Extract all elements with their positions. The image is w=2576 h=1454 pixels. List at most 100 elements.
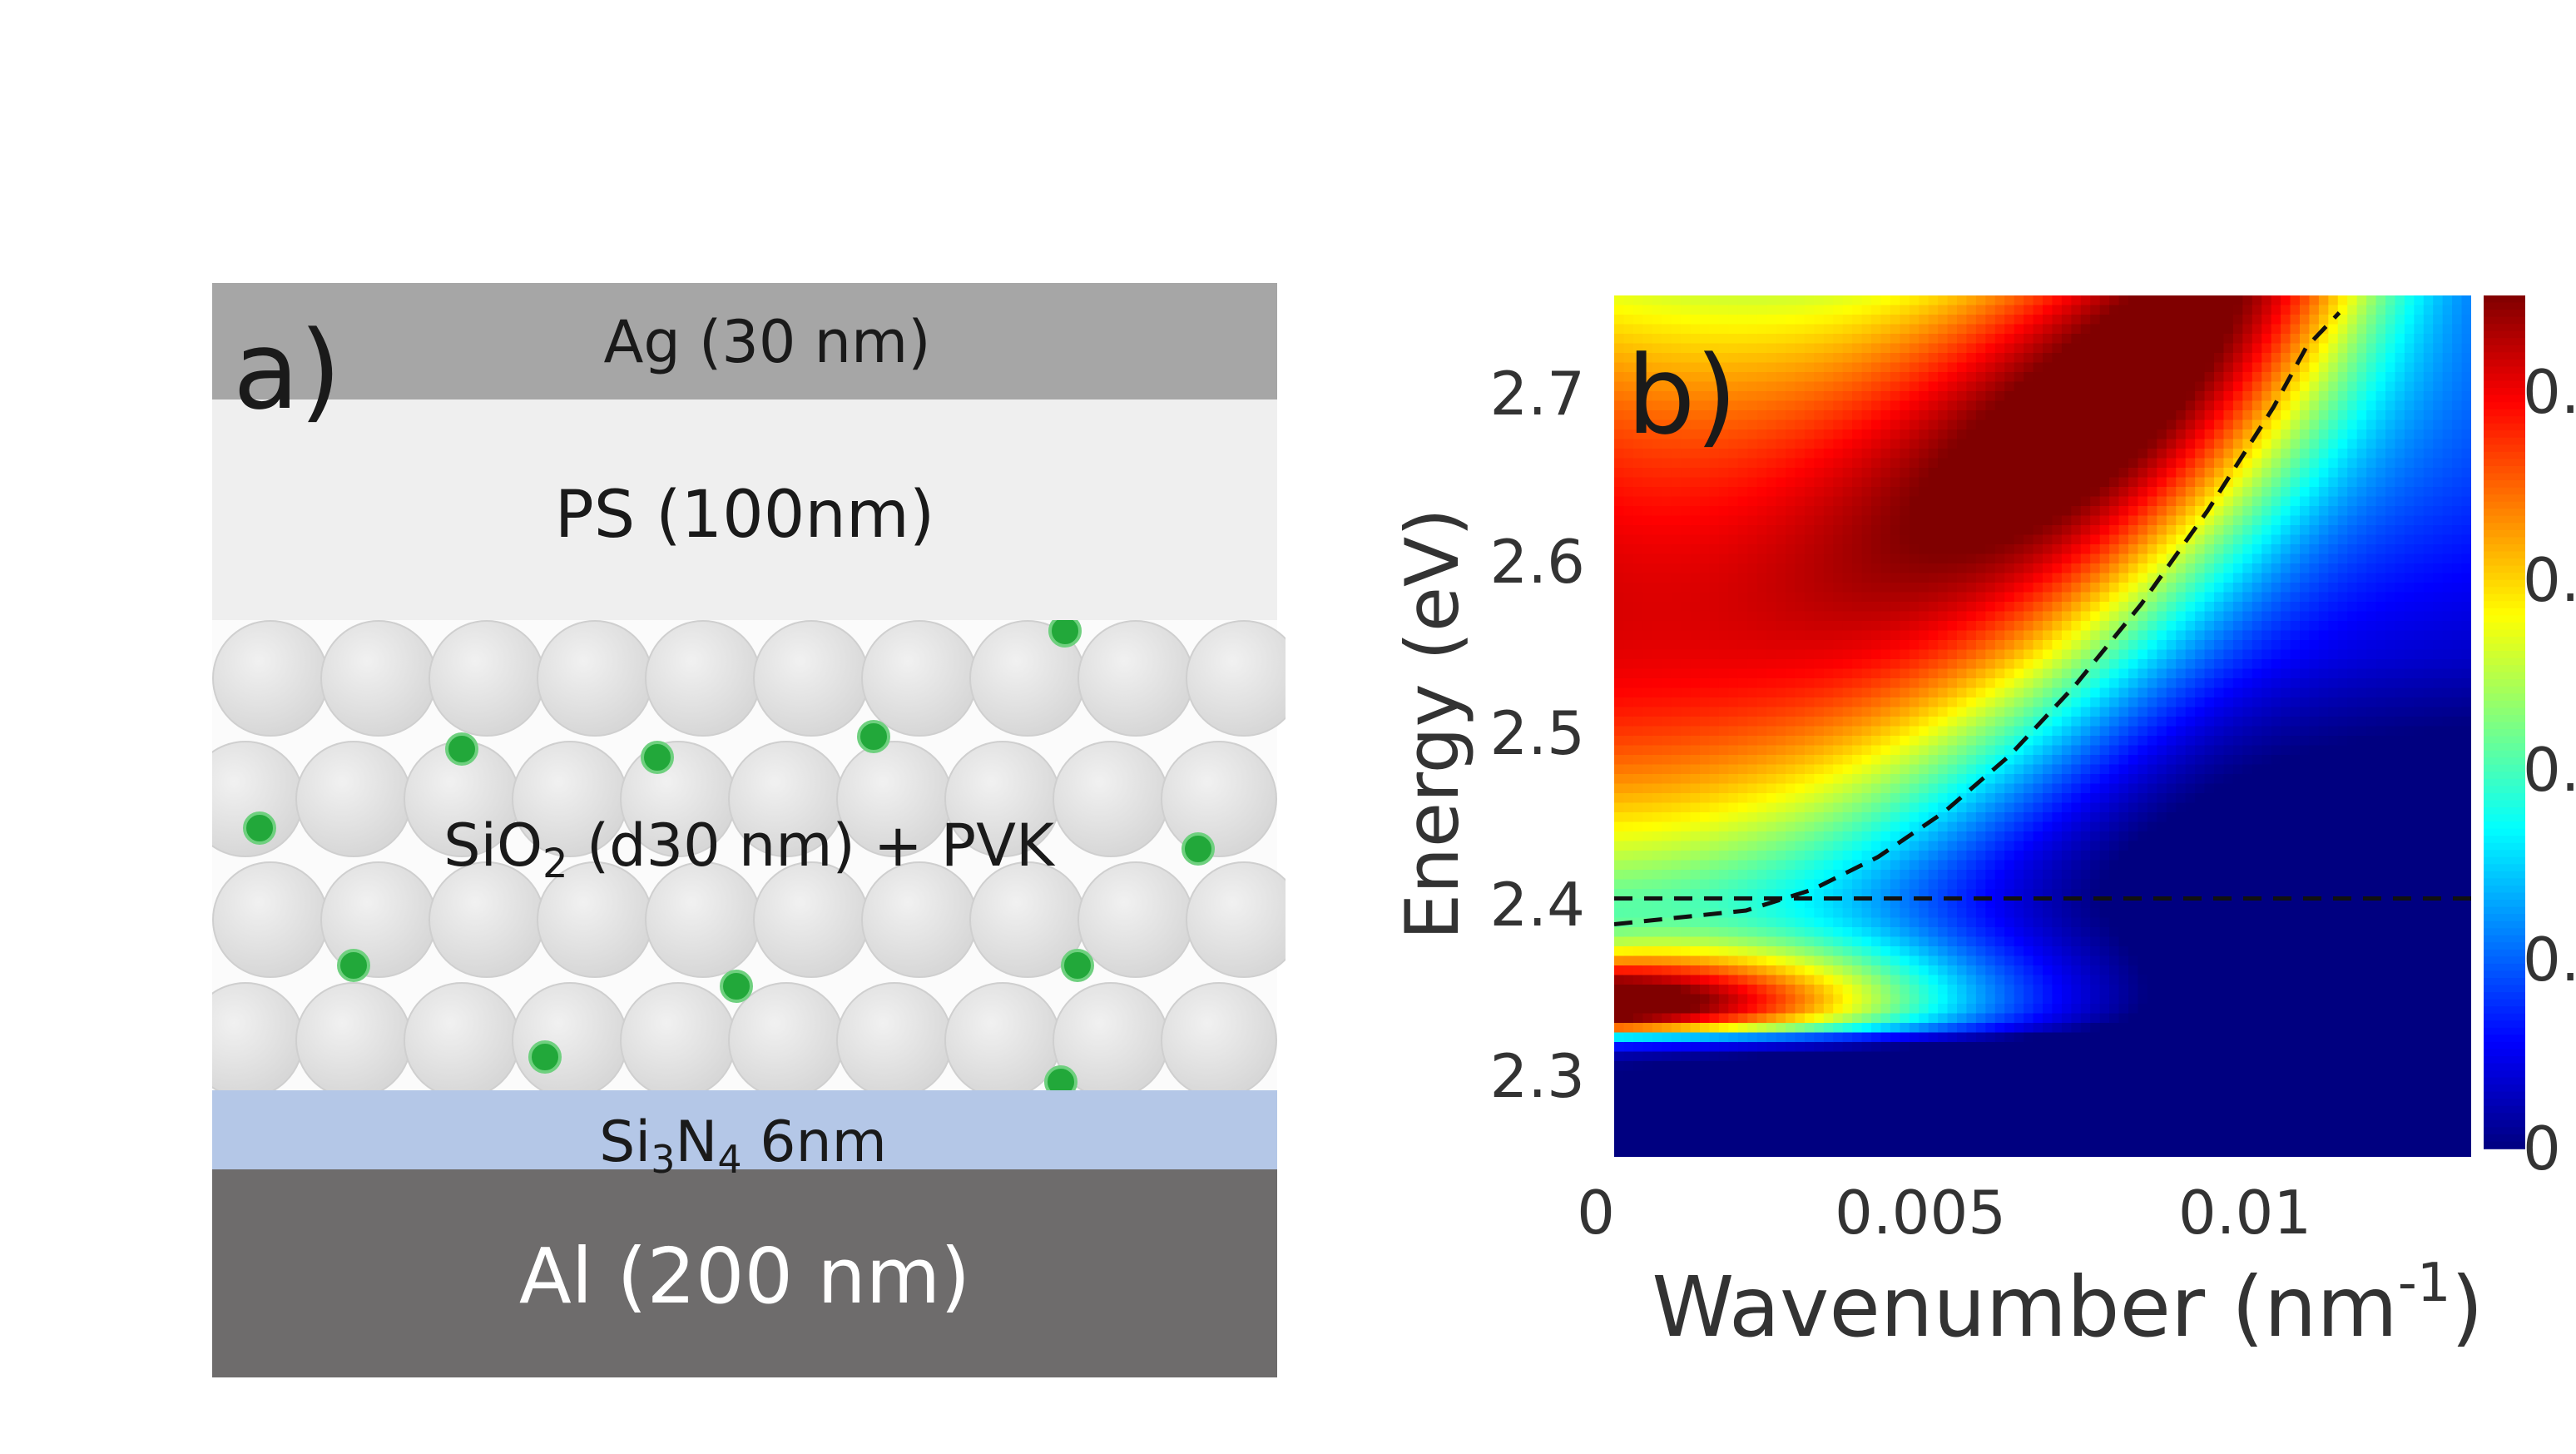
heatmap-cell (2004, 697, 2015, 708)
heatmap-cell (1909, 525, 1920, 536)
heatmap-cell (1814, 295, 1825, 306)
heatmap-cell (2004, 496, 2015, 507)
heatmap-cell (1623, 936, 1634, 947)
heatmap-cell (2090, 1128, 2101, 1139)
heatmap-cell (1928, 315, 1939, 325)
heatmap-cell (1642, 611, 1653, 622)
heatmap-cell (1919, 553, 1930, 564)
heatmap-cell (1938, 429, 1949, 440)
heatmap-cell (1880, 439, 1891, 449)
heatmap-cell (1938, 534, 1949, 545)
heatmap-cell (1632, 400, 1644, 411)
heatmap-cell (1614, 496, 1625, 507)
heatmap-cell (1900, 583, 1910, 593)
heatmap-cell (2090, 621, 2101, 632)
heatmap-cell (1804, 860, 1816, 871)
heatmap-cell (1909, 477, 1920, 488)
heatmap-cell (1909, 1109, 1920, 1119)
heatmap-cell (1690, 477, 1701, 488)
heatmap-cell (1614, 362, 1625, 373)
heatmap-cell (1919, 649, 1930, 660)
heatmap-cell (1690, 946, 1701, 957)
heatmap-cell (1795, 295, 1806, 306)
heatmap-cell (1700, 821, 1711, 832)
heatmap-cell (2024, 1070, 2034, 1081)
heatmap-cell (2128, 419, 2139, 430)
heatmap-cell (2014, 573, 2024, 583)
heatmap-cell (1842, 755, 1853, 766)
heatmap-cell (2109, 774, 2120, 785)
heatmap-cell (1852, 621, 1863, 632)
heatmap-cell (1909, 870, 1920, 881)
heatmap-cell (1786, 774, 1796, 785)
heatmap-cell (2080, 315, 2092, 325)
heatmap-cell (1814, 439, 1825, 449)
heatmap-cell (1709, 821, 1720, 832)
heatmap-cell (1985, 534, 1996, 545)
heatmap-cell (1671, 1147, 1682, 1157)
heatmap-cell (1928, 1042, 1939, 1053)
heatmap-cell (2118, 812, 2129, 823)
heatmap-cell (2118, 410, 2129, 421)
heatmap-cell (1614, 821, 1625, 832)
heatmap-cell (1804, 525, 1816, 536)
heatmap-cell (1928, 621, 1939, 632)
heatmap-cell (2014, 362, 2024, 373)
heatmap-cell (1957, 410, 1968, 421)
heatmap-cell (1662, 573, 1672, 583)
heatmap-cell (2071, 821, 2082, 832)
heatmap-cell (2109, 870, 2120, 881)
heatmap-cell (1938, 439, 1949, 449)
heatmap-cell (1842, 736, 1853, 747)
heatmap-cell (1890, 755, 1901, 766)
heatmap-cell (1994, 553, 2006, 564)
heatmap-cell (2033, 831, 2043, 842)
heatmap-cell (1700, 1138, 1711, 1149)
heatmap-cell (1623, 525, 1634, 536)
heatmap-cell (1928, 563, 1939, 574)
heatmap-cell (1632, 611, 1644, 622)
heatmap-cell (1814, 611, 1825, 622)
heatmap-cell (2043, 477, 2053, 488)
heatmap-cell (1938, 736, 1949, 747)
heatmap-cell (1756, 668, 1767, 679)
heatmap-cell (1909, 1023, 1920, 1034)
heatmap-cell (2080, 831, 2092, 842)
heatmap-cell (1756, 563, 1767, 574)
heatmap-cell (2024, 1051, 2034, 1062)
heatmap-cell (1652, 372, 1663, 383)
heatmap-cell (1632, 736, 1644, 747)
heatmap-cell (2014, 678, 2024, 689)
heatmap-cell (1919, 391, 1930, 402)
heatmap-cell (2033, 1004, 2043, 1015)
heatmap-cell (2109, 917, 2120, 928)
heatmap-cell (1871, 362, 1882, 373)
heatmap-cell (2061, 1080, 2073, 1091)
heatmap-cell (1957, 851, 1968, 861)
heatmap-cell (1880, 449, 1891, 459)
heatmap-cell (1747, 1061, 1758, 1072)
heatmap-cell (2080, 793, 2092, 804)
heatmap-cell (1852, 726, 1863, 737)
heatmap-cell (1814, 726, 1825, 737)
heatmap-cell (1718, 621, 1730, 632)
heatmap-cell (1919, 487, 1930, 498)
heatmap-cell (1804, 372, 1816, 383)
heatmap-cell (1747, 429, 1758, 440)
heatmap-cell (1737, 487, 1749, 498)
heatmap-cell (2128, 917, 2139, 928)
heatmap-cell (1671, 1119, 1682, 1129)
heatmap-cell (1786, 936, 1796, 947)
heatmap-cell (2043, 295, 2053, 306)
heatmap-cell (2071, 583, 2082, 593)
heatmap-cell (1890, 841, 1901, 851)
heatmap-cell (1786, 717, 1796, 727)
heatmap-cell (2033, 592, 2043, 603)
heatmap-cell (1804, 381, 1816, 392)
heatmap-cell (1623, 362, 1634, 373)
heatmap-cell (2014, 640, 2024, 651)
heatmap-cell (1671, 563, 1682, 574)
heatmap-cell (1776, 477, 1786, 488)
heatmap-cell (1880, 821, 1891, 832)
heatmap-cell (1709, 668, 1720, 679)
